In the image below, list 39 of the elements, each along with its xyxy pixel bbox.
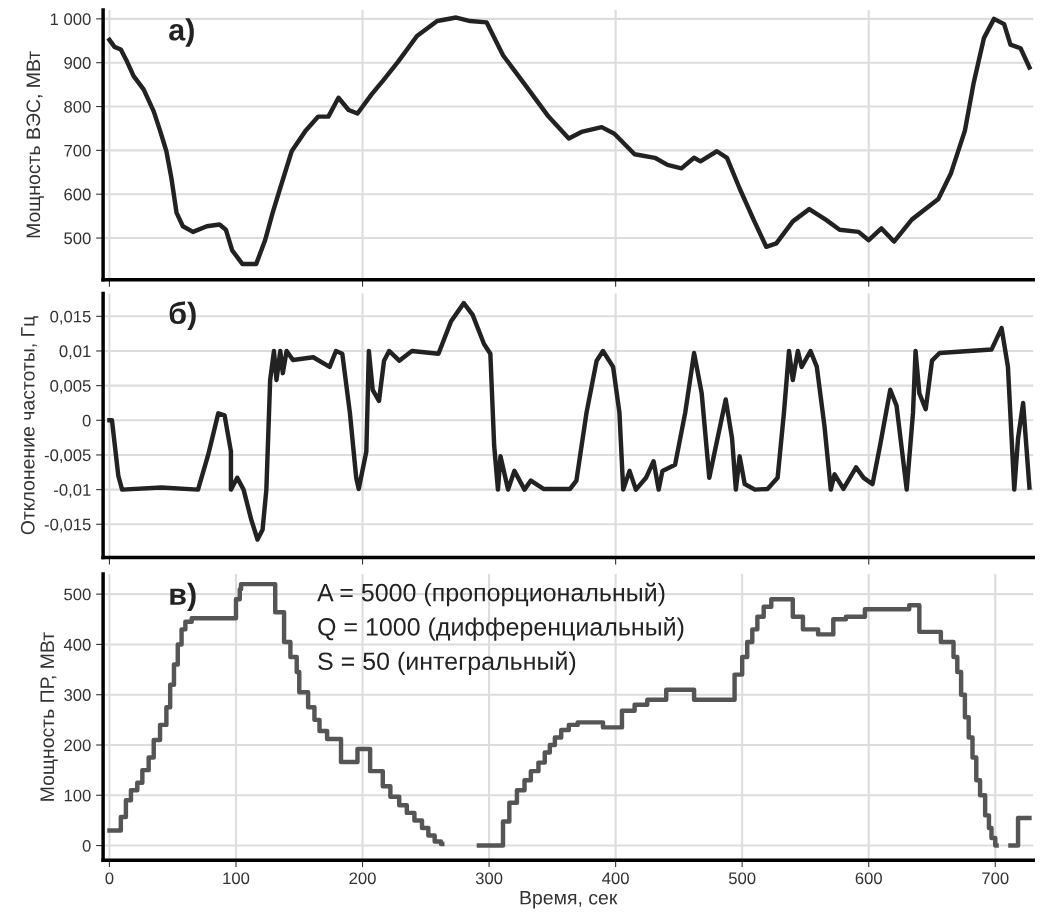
y-tick-label: 0,01 (59, 345, 91, 360)
y-axis-title: Мощность ВЭС, МВт (26, 51, 44, 238)
x-tick-label: 100 (223, 872, 250, 885)
y-tick-label: 300 (64, 689, 91, 701)
x-tick-label: 300 (475, 872, 503, 885)
line-series (107, 15, 1032, 267)
x-tick-label: 500 (728, 872, 756, 885)
x-tick-label: 600 (855, 872, 882, 885)
x-tick-label: 700 (982, 872, 1009, 885)
y-tick-label: -0,005 (44, 449, 91, 464)
y-tick-label: 700 (64, 144, 91, 157)
chart-title: в) (170, 582, 196, 612)
y-tick-label: 100 (64, 789, 91, 802)
chart-title: а) (169, 18, 194, 47)
y-tick-label: 400 (63, 638, 91, 651)
x-axis-title: Время, сек (520, 890, 618, 909)
annotation: A = 5000 (пропорциональный) (317, 582, 665, 607)
chart-title: б) (169, 301, 196, 331)
y-tick-label: 900 (64, 57, 91, 69)
annotation: S = 50 (интегральный) (318, 651, 576, 676)
y-tick-label: -0,015 (44, 518, 91, 533)
y-axis-title: Отклонение частоты, Гц (20, 316, 39, 535)
y-tick-label: 800 (64, 100, 91, 113)
y-axis-title: Мощность ПР, МВт (40, 632, 58, 801)
y-tick-label: 600 (64, 188, 91, 201)
line-series (107, 300, 1032, 542)
x-tick-label: 0 (105, 872, 114, 885)
annotation: Q = 1000 (дифференциальный) (318, 616, 684, 641)
y-tick-label: 0,005 (50, 380, 91, 394)
y-tick-label: 0 (82, 414, 91, 427)
y-tick-label: 500 (64, 588, 91, 601)
y-tick-label: 1 000 (50, 13, 91, 26)
y-tick-label: 0,015 (50, 310, 91, 325)
y-tick-label: -0,01 (54, 484, 91, 498)
x-tick-label: 400 (602, 872, 629, 885)
y-tick-label: 0 (82, 839, 91, 852)
y-tick-label: 200 (64, 739, 91, 752)
y-tick-label: 500 (64, 232, 91, 245)
x-tick-label: 200 (349, 872, 376, 885)
